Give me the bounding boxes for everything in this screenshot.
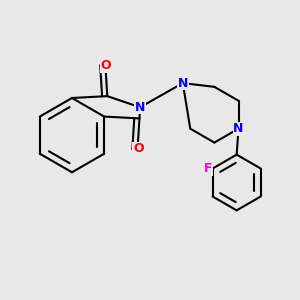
Text: N: N bbox=[233, 122, 244, 135]
Text: N: N bbox=[178, 76, 188, 90]
Text: N: N bbox=[135, 101, 145, 114]
Text: O: O bbox=[101, 59, 112, 72]
Text: F: F bbox=[204, 162, 212, 175]
Text: O: O bbox=[133, 142, 144, 155]
